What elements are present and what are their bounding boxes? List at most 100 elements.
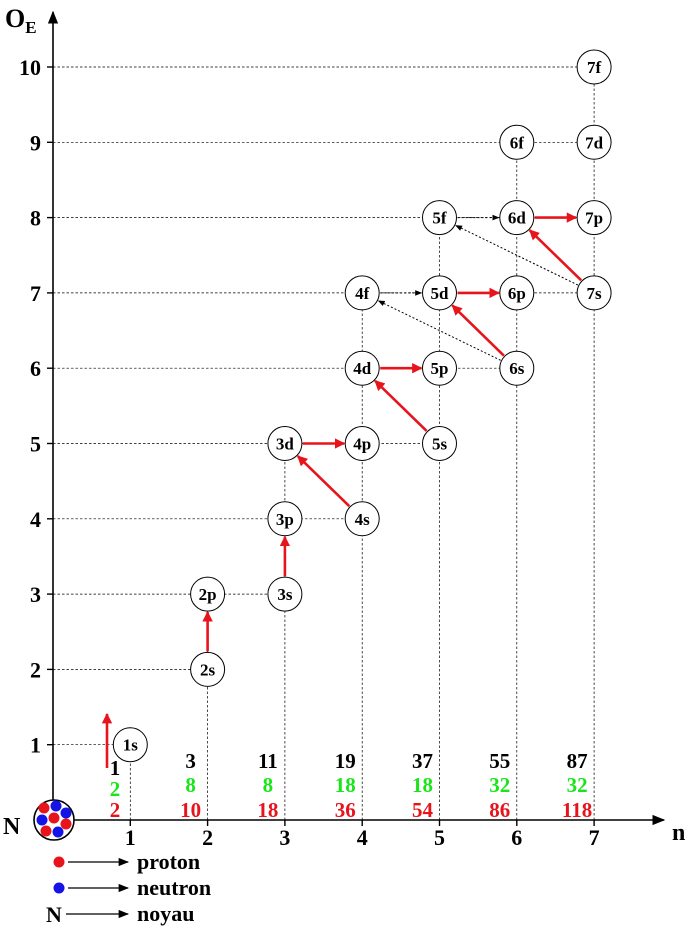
- cumulative-count: 87: [567, 749, 588, 773]
- orbital-label: 5p: [431, 359, 449, 378]
- x-tick-label: 2: [202, 825, 213, 850]
- y-tick-label: 6: [30, 356, 41, 381]
- x-tick-labels: 1 2 3 4 5 6 7: [125, 820, 600, 850]
- x-tick-label: 7: [589, 825, 600, 850]
- orbital-circle: [422, 200, 457, 236]
- orbital-circle: [422, 275, 457, 311]
- orbital-circle: [499, 350, 535, 386]
- orbital-label: 4s: [355, 510, 371, 529]
- orbital-circle: [190, 576, 226, 612]
- orbital-label: 7d: [585, 133, 604, 152]
- x-tick-label: 4: [357, 825, 368, 850]
- y-tick-label: 10: [19, 55, 41, 80]
- y-tick-labels: 1 2 3 4 5 6 7 8 9 10: [19, 55, 53, 758]
- y-tick-label: 5: [30, 432, 41, 457]
- orbital-circle: [576, 275, 612, 311]
- proton-dot-icon: [40, 825, 52, 837]
- legend-item-proton: proton: [53, 849, 200, 874]
- orbital-3d: 3d: [267, 426, 303, 461]
- dotted-arrow: [455, 225, 579, 286]
- orbital-6p: 6p: [499, 275, 535, 311]
- shell-capacity: 2: [110, 777, 121, 801]
- filling-arrow: [374, 379, 428, 432]
- orbital-label: 6p: [508, 284, 526, 303]
- orbital-7p: 7p: [576, 200, 612, 236]
- axes: OE n N: [3, 4, 685, 846]
- orbital-label: 6d: [508, 209, 527, 228]
- cumulative-count: 11: [258, 749, 278, 773]
- orbital-circle: [267, 426, 303, 461]
- orbital-label: 6f: [510, 133, 525, 152]
- cumulative-count: 55: [489, 749, 510, 773]
- orbital-label: 7p: [585, 209, 603, 228]
- orbital-circle: [344, 350, 380, 386]
- cumulative-count: 1: [110, 756, 121, 780]
- legend-item-neutron: neutron: [53, 875, 211, 900]
- y-tick-label: 1: [30, 733, 41, 758]
- orbital-4p: 4p: [344, 426, 380, 461]
- cumulative-count: 19: [335, 749, 356, 773]
- orbital-4s: 4s: [344, 501, 380, 537]
- orbital-7f: 7f: [576, 49, 612, 85]
- orbital-label: 5d: [431, 284, 450, 303]
- dotted-arrow: [377, 300, 501, 361]
- shell-capacity: 32: [567, 773, 588, 797]
- orbital-circle: [267, 576, 303, 612]
- orbital-label: 1s: [123, 736, 139, 755]
- orbital-label: 3d: [276, 435, 295, 454]
- orbital-label: 3p: [276, 510, 294, 529]
- filling-arrow: [528, 229, 583, 282]
- y-tick-label: 9: [30, 130, 41, 155]
- y-tick-label: 8: [30, 206, 41, 231]
- orbital-circle: [576, 200, 612, 236]
- magic-number: 54: [412, 798, 434, 822]
- proton-dot-icon: [60, 818, 72, 830]
- magic-number: 2: [110, 798, 121, 822]
- legend-label: neutron: [137, 875, 211, 900]
- orbital-2p: 2p: [190, 576, 226, 612]
- orbital-label: 3s: [277, 585, 293, 604]
- orbital-5p: 5p: [422, 350, 457, 386]
- orbital-6s: 6s: [499, 350, 535, 386]
- orbital-7s: 7s: [576, 275, 612, 311]
- proton-dot-icon: [38, 802, 50, 814]
- orbital-nodes: 1s 2s 2p 3s 3p 3d 4s 4p 4d 4f 5s 5p 5d 5f 6s 6p 6d 6f 7s 7p…: [112, 49, 612, 763]
- orbital-5f: 5f: [422, 200, 457, 236]
- y-tick-label: 2: [30, 657, 41, 682]
- legend-marker-text: N: [46, 902, 62, 927]
- proton-dot-icon: [48, 812, 60, 824]
- orbital-circle: [422, 350, 457, 386]
- orbital-3p: 3p: [267, 501, 303, 537]
- cumulative-count: 37: [412, 749, 433, 773]
- shell-capacity: 32: [489, 773, 510, 797]
- orbital-4f: 4f: [344, 275, 380, 311]
- orbital-circle: [190, 651, 226, 687]
- orbital-5s: 5s: [422, 426, 457, 461]
- orbital-label: 7s: [587, 284, 603, 303]
- orbital-circle: [344, 501, 380, 537]
- orbital-2s: 2s: [190, 651, 226, 687]
- shell-capacity: 18: [335, 773, 356, 797]
- orbital-label: 2s: [200, 660, 216, 679]
- shell-capacity: 8: [185, 773, 196, 797]
- legend-label: noyau: [137, 901, 194, 926]
- y-tick-label: 3: [30, 582, 41, 607]
- orbital-label: 6s: [509, 359, 525, 378]
- orbital-label: 4p: [353, 435, 371, 454]
- orbital-4d: 4d: [344, 350, 380, 386]
- filling-arrow: [296, 455, 351, 508]
- neutron-dot-icon: [52, 826, 64, 838]
- filling-arrows: [101, 212, 583, 768]
- magic-number: 18: [257, 798, 278, 822]
- y-tick-label: 7: [30, 281, 41, 306]
- y-tick-label: 4: [30, 507, 41, 532]
- orbital-label: 2p: [199, 585, 217, 604]
- orbital-label: 4d: [353, 359, 372, 378]
- orbital-circle: [576, 124, 612, 160]
- x-tick-label: 3: [279, 825, 290, 850]
